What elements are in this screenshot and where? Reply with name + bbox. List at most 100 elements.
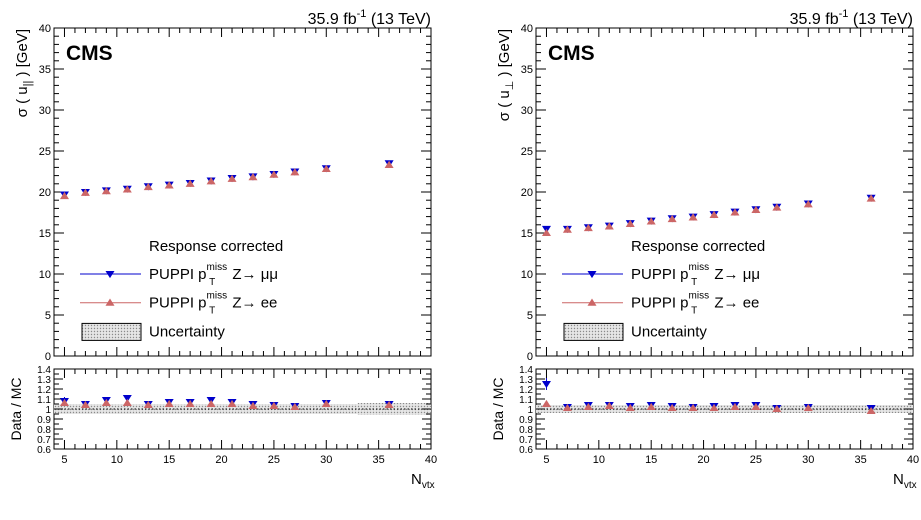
x-tick-label: 30: [802, 454, 814, 466]
series-2-ratio-point: [772, 404, 782, 413]
y-tick-label: 15: [39, 228, 51, 240]
x-axis-title: Nvtx: [893, 471, 917, 491]
y-tick-label: 40: [521, 23, 533, 35]
ratio-tick-label: 1: [45, 405, 51, 416]
series-2-ratio-point: [206, 399, 216, 408]
legend-name-sub: T: [691, 277, 697, 288]
ratio-tick-label: 0.9: [519, 415, 533, 426]
series-2-ratio-point: [625, 403, 635, 412]
ratio-axis-title: Data / MC: [8, 377, 24, 440]
y-tick-label: 25: [39, 146, 51, 158]
x-tick-label: 25: [750, 454, 762, 466]
chart-panel-1: 5 10 15 20 25 30 35 40 0 5 10 15 20 25 30 35 40 0.60.70.8…: [8, 8, 437, 491]
legend-name-sup: miss: [207, 262, 228, 273]
series-2-ratio-point: [604, 401, 614, 410]
ratio-tick-label: 1.2: [37, 385, 51, 396]
y-tick-label: 0: [527, 351, 533, 363]
series-2-ratio-point: [122, 398, 132, 407]
legend-name: PUPPI p: [149, 266, 207, 283]
x-tick-label: 5: [61, 454, 67, 466]
series-2-point: [772, 203, 782, 211]
ratio-tick-label: 1.1: [37, 395, 51, 406]
series-2-ratio-point: [667, 403, 677, 412]
x-tick-label: 40: [425, 454, 437, 466]
series-2-ratio-point: [185, 399, 195, 408]
series-2-point: [80, 188, 90, 196]
series-2-ratio-point: [143, 400, 153, 409]
series-2-ratio-point: [321, 399, 331, 408]
legend-marker-2: [587, 298, 597, 306]
y-tick-label: 0: [45, 351, 51, 363]
series-2-point: [227, 174, 237, 182]
x-tick-label: 35: [855, 454, 867, 466]
series-2-point: [562, 225, 572, 233]
series-2-point: [667, 214, 677, 223]
series-2-ratio-point: [583, 402, 593, 411]
ratio-tick-label: 0.7: [37, 435, 51, 446]
legend-entry-1: PUPPI pmiss T Z→ μμ: [631, 262, 760, 288]
energy-label: (13 TeV): [366, 11, 431, 28]
ratio-tick-label: 1.3: [519, 375, 533, 386]
y-axis-title-tail: ) [GeV]: [14, 29, 31, 81]
uncertainty-band-bin: [74, 404, 96, 414]
series-1-ratio-point: [541, 380, 551, 389]
uncertainty-band-bin: [158, 404, 180, 414]
lumi-exponent: -1: [357, 8, 367, 20]
legend-name-sub: T: [209, 306, 215, 317]
y-tick-label: 10: [521, 269, 533, 281]
x-tick-label: 15: [645, 454, 657, 466]
y-tick-label: 5: [45, 310, 51, 322]
series-2-ratio-point: [709, 403, 719, 412]
legend-name: PUPPI p: [149, 295, 207, 312]
series-2-point: [164, 181, 174, 189]
series-2-ratio-point: [751, 402, 761, 411]
series-2-point: [709, 210, 719, 218]
y-tick-label: 20: [39, 187, 51, 199]
cms-label: CMS: [548, 42, 595, 65]
legend-name-tail: Z→ μμ: [228, 266, 278, 283]
series-2-ratio-point: [384, 400, 394, 409]
series-2-point: [384, 160, 394, 168]
y-axis-title-sub: ⊥: [504, 81, 516, 91]
ratio-tick-label: 0.8: [519, 425, 533, 436]
series-1-ratio-point: [122, 394, 132, 403]
x-axis-title-sub: vtx: [904, 480, 917, 491]
series-2-ratio-point: [80, 400, 90, 409]
lumi-value: 35.9 fb: [308, 11, 357, 28]
series-2-point: [248, 173, 258, 181]
legend-name-sub: T: [209, 277, 215, 288]
y-tick-label: 25: [521, 146, 533, 158]
x-tick-label: 35: [373, 454, 385, 466]
uncertainty-band-bin: [200, 404, 222, 414]
legend-uncertainty-box: [81, 322, 142, 341]
legend-entry-1: PUPPI pmiss T Z→ μμ: [149, 262, 278, 288]
series-2-point: [122, 185, 132, 193]
uncertainty-band-bin: [179, 404, 201, 414]
series-2-ratio-point: [688, 403, 698, 412]
ratio-tick-label: 0.6: [519, 445, 533, 456]
series-2-point: [604, 222, 614, 230]
series-2-ratio-point: [646, 402, 656, 411]
ratio-tick-label: 1.3: [37, 375, 51, 386]
legend-marker-2: [105, 298, 115, 306]
uncertainty-band-bin: [766, 405, 793, 413]
ratio-tick-label: 1.1: [519, 395, 533, 406]
x-tick-label: 10: [111, 454, 123, 466]
series-2-ratio-point: [290, 402, 300, 411]
legend-name: PUPPI p: [631, 266, 689, 283]
legend-name: PUPPI p: [631, 295, 689, 312]
cms-label: CMS: [66, 42, 113, 65]
series-2-point: [646, 217, 656, 225]
lumi-exponent: -1: [839, 8, 849, 20]
series-2-point: [185, 179, 195, 187]
y-tick-label: 5: [527, 310, 533, 322]
series-2-ratio-point: [269, 401, 279, 410]
series-2-point: [59, 191, 69, 200]
x-axis-title-sub: vtx: [422, 480, 435, 491]
series-2-ratio-point: [562, 403, 572, 412]
series-2-point: [751, 205, 761, 214]
y-axis-title-tail: ) [GeV]: [496, 29, 513, 81]
ratio-tick-label: 1.4: [37, 365, 51, 376]
legend-marker-1: [105, 270, 115, 279]
